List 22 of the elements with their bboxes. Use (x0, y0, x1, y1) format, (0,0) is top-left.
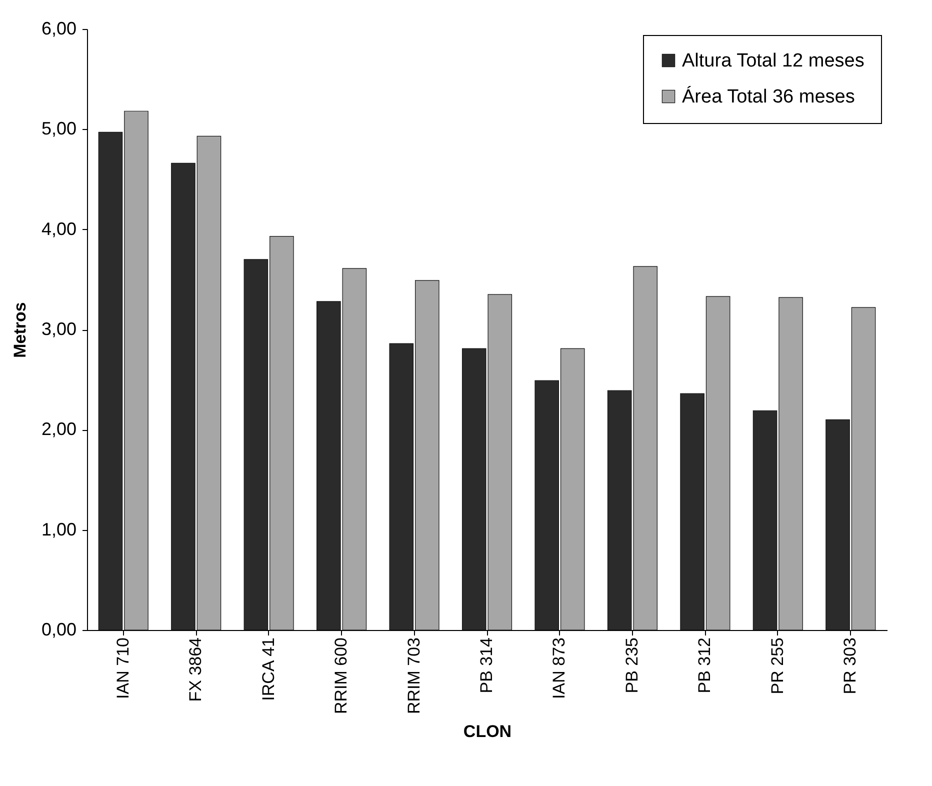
y-axis-title: Metros (10, 302, 30, 358)
x-tick-label: PB 235 (622, 638, 642, 694)
x-tick-label: RRIM 600 (332, 638, 351, 714)
y-tick-label: 3,00 (41, 319, 76, 339)
y-tick-label: 5,00 (41, 118, 76, 139)
legend-label: Área Total 36 meses (682, 86, 855, 108)
legend-label: Altura Total 12 meses (682, 50, 864, 72)
y-tick-label: 0,00 (41, 620, 76, 640)
y-tick-label: 4,00 (41, 218, 76, 239)
y-tick-label: 6,00 (41, 18, 76, 38)
x-tick-label: IRCA 41 (258, 638, 278, 701)
x-tick-label: PR 303 (840, 638, 860, 694)
x-tick-label: RRIM 703 (404, 638, 424, 714)
y-tick-label: 1,00 (41, 519, 76, 540)
x-tick-label: PB 312 (695, 638, 714, 694)
x-tick-label: IAN 710 (113, 638, 132, 699)
x-tick-label: PB 314 (477, 638, 496, 694)
y-tick-label: 2,00 (41, 419, 76, 440)
x-tick-label: PR 255 (768, 638, 787, 694)
x-axis-title: CLON (463, 722, 512, 742)
x-tick-label: IAN 873 (550, 638, 569, 699)
x-tick-label: FX 3864 (186, 638, 206, 702)
